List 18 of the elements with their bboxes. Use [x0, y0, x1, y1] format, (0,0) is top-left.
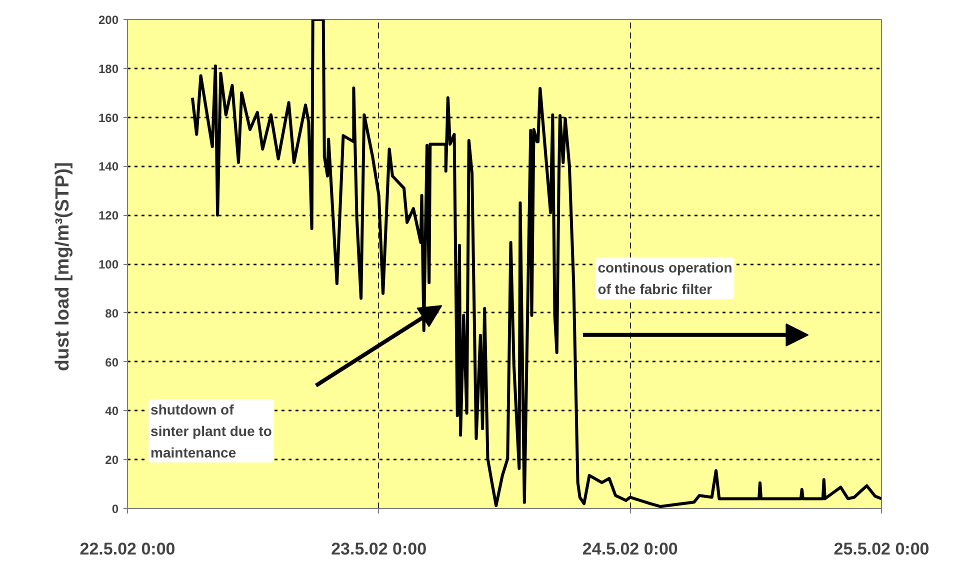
- x-tick-label: 22.5.02 0:00: [80, 540, 176, 558]
- x-tick-label: 23.5.02 0:00: [331, 540, 427, 558]
- y-tick-label: 120: [98, 208, 119, 223]
- annotation: continous operation of the fabric filter: [598, 259, 732, 298]
- y-tick-label: 200: [98, 13, 119, 27]
- y-tick-label: 40: [105, 404, 119, 418]
- y-tick-label: 160: [98, 110, 119, 125]
- x-tick-label: 24.5.02 0:00: [582, 540, 678, 558]
- y-tick-label: 100: [98, 258, 119, 272]
- y-tick-label: 0: [112, 502, 119, 516]
- y-axis-title: dust load [mg/m³(STP)]: [52, 162, 74, 372]
- y-tick-label: 20: [105, 453, 119, 468]
- y-tick-label: 180: [98, 62, 119, 76]
- annotation: shutdown of sinter plant due to maintenance: [150, 401, 272, 460]
- y-tick-label: 140: [98, 160, 119, 174]
- x-tick-label: 25.5.02 0:00: [834, 540, 930, 558]
- y-tick-label: 60: [105, 355, 119, 370]
- y-tick-label: 80: [105, 306, 119, 320]
